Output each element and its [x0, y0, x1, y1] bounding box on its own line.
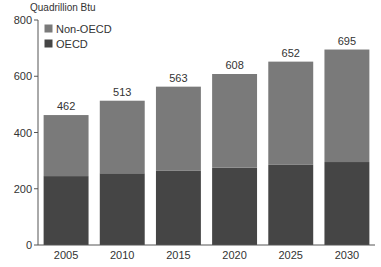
bar-segment	[268, 62, 313, 165]
y-tick	[34, 245, 38, 246]
x-tick-label: 2030	[335, 249, 359, 261]
bar-segment	[44, 115, 89, 176]
x-axis-line	[38, 245, 375, 246]
total-label: 695	[338, 35, 356, 47]
y-tick-label: 0	[26, 239, 32, 251]
y-axis-label: Quadrillion Btu	[30, 2, 96, 13]
bar-segment	[100, 101, 145, 174]
legend-label: OECD	[56, 38, 88, 50]
y-tick	[34, 76, 38, 77]
y-tick-label: 400	[14, 127, 32, 139]
x-tick-label: 2020	[222, 249, 246, 261]
x-tick-label: 2005	[54, 249, 78, 261]
bar-segment	[324, 50, 369, 163]
legend-swatch	[44, 24, 53, 33]
bar-segment	[212, 74, 257, 168]
bars	[44, 50, 370, 245]
y-tick	[34, 188, 38, 189]
y-tick-label: 200	[14, 183, 32, 195]
bar-segment	[44, 176, 89, 245]
bar-segment	[156, 170, 201, 245]
y-tick-label: 800	[14, 14, 32, 26]
total-label: 563	[169, 72, 187, 84]
total-label: 462	[57, 100, 75, 112]
x-tick-label: 2015	[166, 249, 190, 261]
y-tick	[34, 132, 38, 133]
x-tick-label: 2010	[110, 249, 134, 261]
total-label: 513	[113, 86, 131, 98]
bar-segment	[212, 168, 257, 245]
bar-segment	[156, 87, 201, 171]
total-label: 608	[225, 59, 243, 71]
chart-svg: Quadrillion Btu 462 513 563 608 652 695 0 200 400…	[0, 0, 381, 267]
bar-segment	[324, 162, 369, 245]
x-tick-label: 2025	[279, 249, 303, 261]
total-label: 652	[282, 47, 300, 59]
legend-swatch	[44, 39, 53, 48]
y-tick	[34, 20, 38, 21]
bar-segment	[268, 165, 313, 245]
bar-segment	[100, 173, 145, 245]
chart-container: Quadrillion Btu 462 513 563 608 652 695 0 200 400…	[0, 0, 381, 267]
legend-label: Non-OECD	[56, 23, 112, 35]
y-tick-label: 600	[14, 70, 32, 82]
